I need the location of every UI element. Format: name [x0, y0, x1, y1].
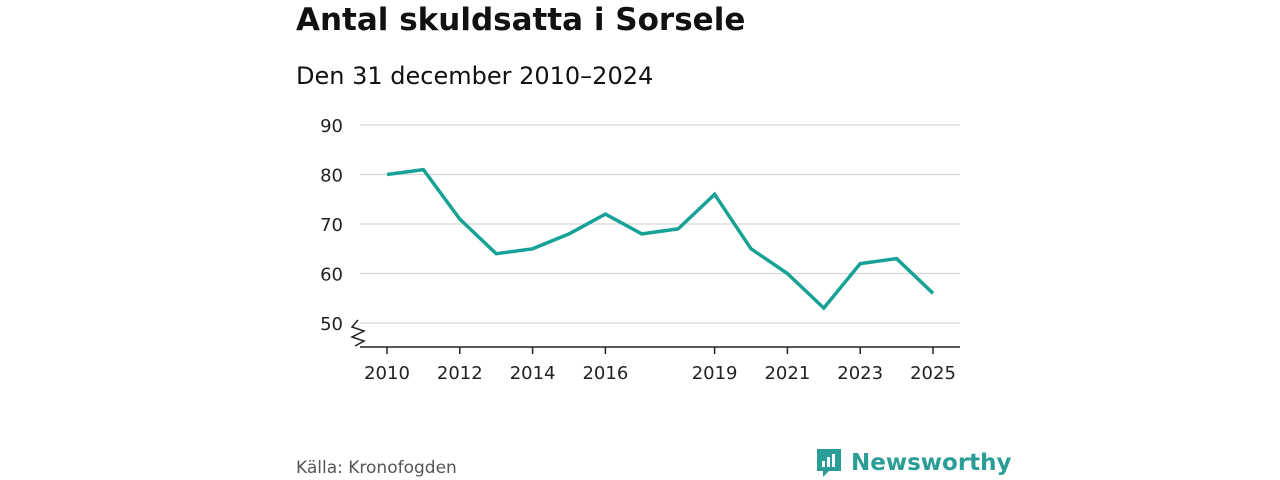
x-tick-label: 2021	[764, 363, 810, 384]
x-tick-label: 2014	[510, 363, 556, 384]
series-line	[386, 167, 935, 311]
chart-subtitle: Den 31 december 2010–2024	[296, 62, 654, 90]
axis-break-mark	[350, 319, 366, 347]
x-tick-label: 2023	[837, 363, 883, 384]
x-tick-label: 2012	[437, 363, 483, 384]
x-tick-label: 2025	[910, 363, 956, 384]
y-tick-label: 90	[320, 116, 343, 137]
y-tick-label: 70	[320, 215, 343, 236]
x-tick-label: 2016	[582, 363, 628, 384]
x-tick-label: 2019	[692, 363, 738, 384]
y-tick-label: 50	[320, 314, 343, 335]
y-tick-label: 60	[320, 265, 343, 286]
y-tick-label: 80	[320, 166, 343, 187]
newsworthy-logo: Newsworthy	[815, 447, 1012, 479]
newsworthy-icon	[817, 449, 841, 477]
x-tick-label: 2010	[364, 363, 410, 384]
line-chart: 50 60 70 80 90 2010 2012 2014 2016 2019 2021 2023 20…	[320, 116, 960, 384]
source-note: Källa: Kronofogden	[296, 458, 457, 478]
brand-name: Newsworthy	[851, 450, 1012, 476]
chart-title: Antal skuldsatta i Sorsele	[296, 2, 746, 38]
